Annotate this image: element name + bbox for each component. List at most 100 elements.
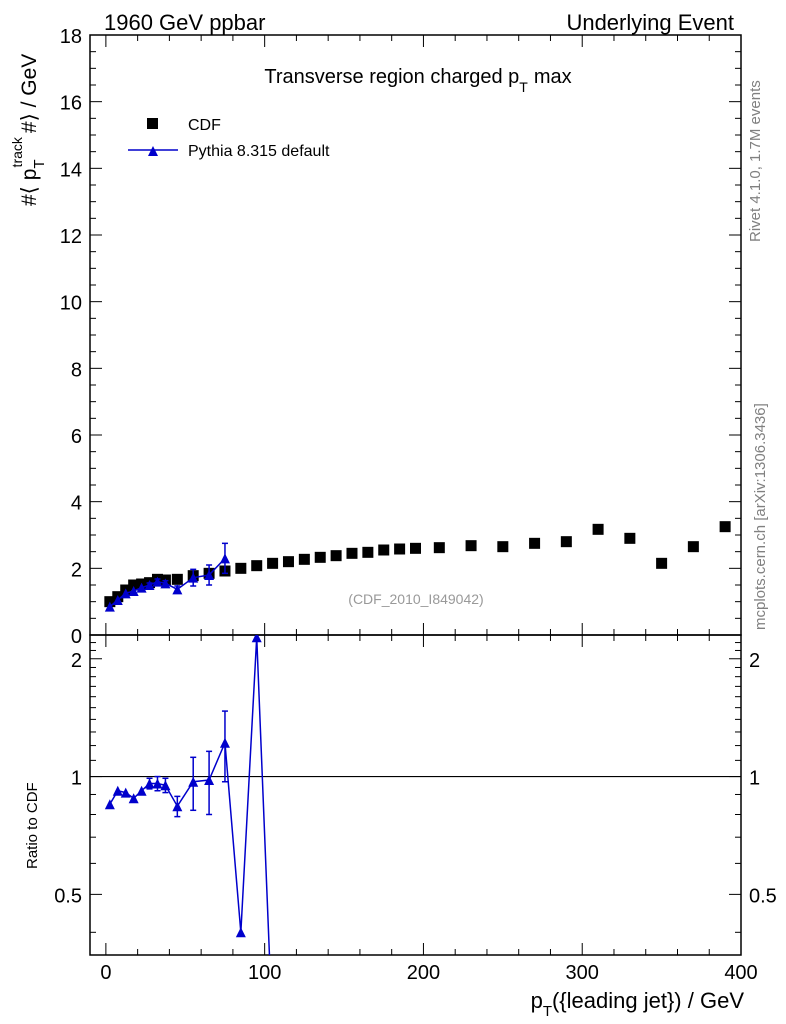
legend-cdf-label: CDF — [188, 117, 221, 134]
pythia-point — [104, 601, 115, 612]
pythia-point — [152, 576, 163, 587]
ratio-x-tick-labels: 0 100 200 300 400 — [100, 962, 757, 984]
main-ytick-label: 2 — [71, 559, 82, 581]
xtick-label: 0 — [100, 962, 111, 984]
main-ytick-label: 6 — [71, 426, 82, 448]
chart-title: Transverse region charged pT max — [264, 66, 571, 95]
main-y-tick-labels: 0 2 4 6 8 10 12 14 16 18 — [60, 26, 82, 648]
cdf-point — [560, 536, 572, 548]
ratio-y-tick-labels: 0.5 0.5 1 1 2 2 — [54, 650, 777, 908]
ratio-ytick-label: 2 — [71, 650, 82, 672]
cdf-point — [394, 543, 406, 555]
xtick-label: 200 — [407, 962, 440, 984]
chart-title-sub: T — [519, 79, 528, 95]
cdf-point — [592, 523, 604, 535]
main-panel: 0 2 4 6 8 10 12 14 16 18 Transverse region charge… — [9, 26, 742, 648]
cdf-point — [330, 550, 342, 562]
ratio-data — [104, 635, 271, 955]
pythia-point — [112, 595, 123, 605]
pythia-point — [136, 582, 147, 593]
ratio-ytick-label-right: 2 — [749, 650, 760, 672]
cdf-point — [687, 541, 699, 553]
main-y-label-sup: track — [9, 136, 25, 167]
ratio-ytick-label: 0.5 — [54, 885, 82, 907]
cdf-point — [719, 521, 731, 533]
ratio-point — [128, 793, 139, 804]
main-ytick-label: 0 — [71, 626, 82, 648]
main-y-label-sub: T — [31, 159, 48, 168]
header-right: Underlying Event — [566, 10, 734, 35]
x-axis-label-main: p — [531, 988, 543, 1013]
ratio-panel: 0.5 0.5 1 1 2 2 0 100 200 300 400 Ratio to CDF — [24, 634, 777, 984]
ratio-ticks — [90, 635, 742, 955]
pythia-point — [172, 584, 183, 595]
main-ytick-label: 18 — [60, 26, 82, 48]
cdf-point — [529, 537, 541, 549]
legend-pythia-label: Pythia 8.315 default — [188, 143, 330, 160]
ratio-ytick-label-right: 0.5 — [749, 885, 777, 907]
ratio-frame — [89, 634, 742, 956]
xtick-label: 300 — [566, 962, 599, 984]
x-axis-label: pT({leading jet}) / GeV — [531, 988, 745, 1020]
main-y-label-suffix: #⟩ / GeV — [18, 54, 41, 133]
ratio-point — [152, 778, 163, 789]
cdf-point — [497, 541, 509, 553]
ratio-point — [204, 774, 215, 785]
cdf-point — [235, 562, 247, 574]
analysis-watermark: (CDF_2010_I849042) — [348, 591, 483, 607]
cdf-point — [267, 557, 279, 569]
main-ytick-label: 12 — [60, 226, 82, 248]
main-ytick-label: 16 — [60, 93, 82, 115]
cdf-point — [624, 532, 636, 544]
pythia-point — [188, 572, 199, 583]
cdf-point — [378, 544, 390, 556]
main-ytick-label: 8 — [71, 359, 82, 381]
main-ticks — [90, 34, 742, 636]
ratio-series — [104, 635, 271, 955]
chart-title-suffix: max — [534, 66, 572, 88]
x-axis-label-suffix: ({leading jet}) / GeV — [552, 988, 744, 1013]
main-ytick-label: 4 — [71, 493, 82, 515]
mcplots-label: mcplots.cern.ch [arXiv:1306.3436] — [752, 403, 769, 630]
cdf-point — [410, 542, 421, 554]
ratio-point — [120, 787, 131, 798]
xtick-label: 100 — [248, 962, 281, 984]
pythia-point — [219, 553, 230, 564]
ratio-point — [160, 780, 171, 791]
pythia-point — [204, 570, 215, 580]
ratio-point — [136, 785, 147, 796]
cdf-point — [362, 546, 374, 558]
ratio-point — [104, 799, 115, 810]
ratio-point — [251, 635, 262, 643]
header-left: 1960 GeV ppbar — [104, 10, 265, 35]
cdf-point — [314, 551, 326, 563]
legend: CDF Pythia 8.315 default — [128, 117, 330, 160]
cdf-point — [465, 540, 477, 552]
cdf-point — [251, 560, 263, 572]
ratio-point — [144, 778, 155, 789]
cdf-point — [128, 579, 140, 591]
cdf-point — [656, 557, 668, 569]
main-data — [104, 521, 731, 612]
ratio-point — [219, 737, 230, 748]
ratio-point — [172, 801, 183, 812]
ratio-ytick-label-right: 1 — [749, 768, 760, 790]
ratio-point — [235, 927, 246, 938]
main-ytick-label: 14 — [60, 159, 82, 181]
pythia-point — [144, 580, 155, 590]
legend-pythia-marker — [148, 146, 158, 156]
cdf-point — [346, 547, 358, 559]
ratio-y-label: Ratio to CDF — [24, 782, 41, 869]
cdf-point — [171, 573, 183, 585]
cdf-point — [298, 553, 310, 565]
xtick-label: 400 — [724, 962, 757, 984]
x-axis-label-sub: T — [543, 1003, 552, 1020]
main-y-label-main: #⟨ p — [18, 169, 41, 206]
cdf-point — [433, 542, 445, 554]
ratio-ytick-label: 1 — [71, 768, 82, 790]
rivet-label: Rivet 4.1.0, 1.7M events — [747, 80, 764, 242]
legend-cdf-marker — [147, 118, 158, 129]
main-ytick-label: 10 — [60, 293, 82, 315]
ratio-point — [112, 785, 123, 796]
